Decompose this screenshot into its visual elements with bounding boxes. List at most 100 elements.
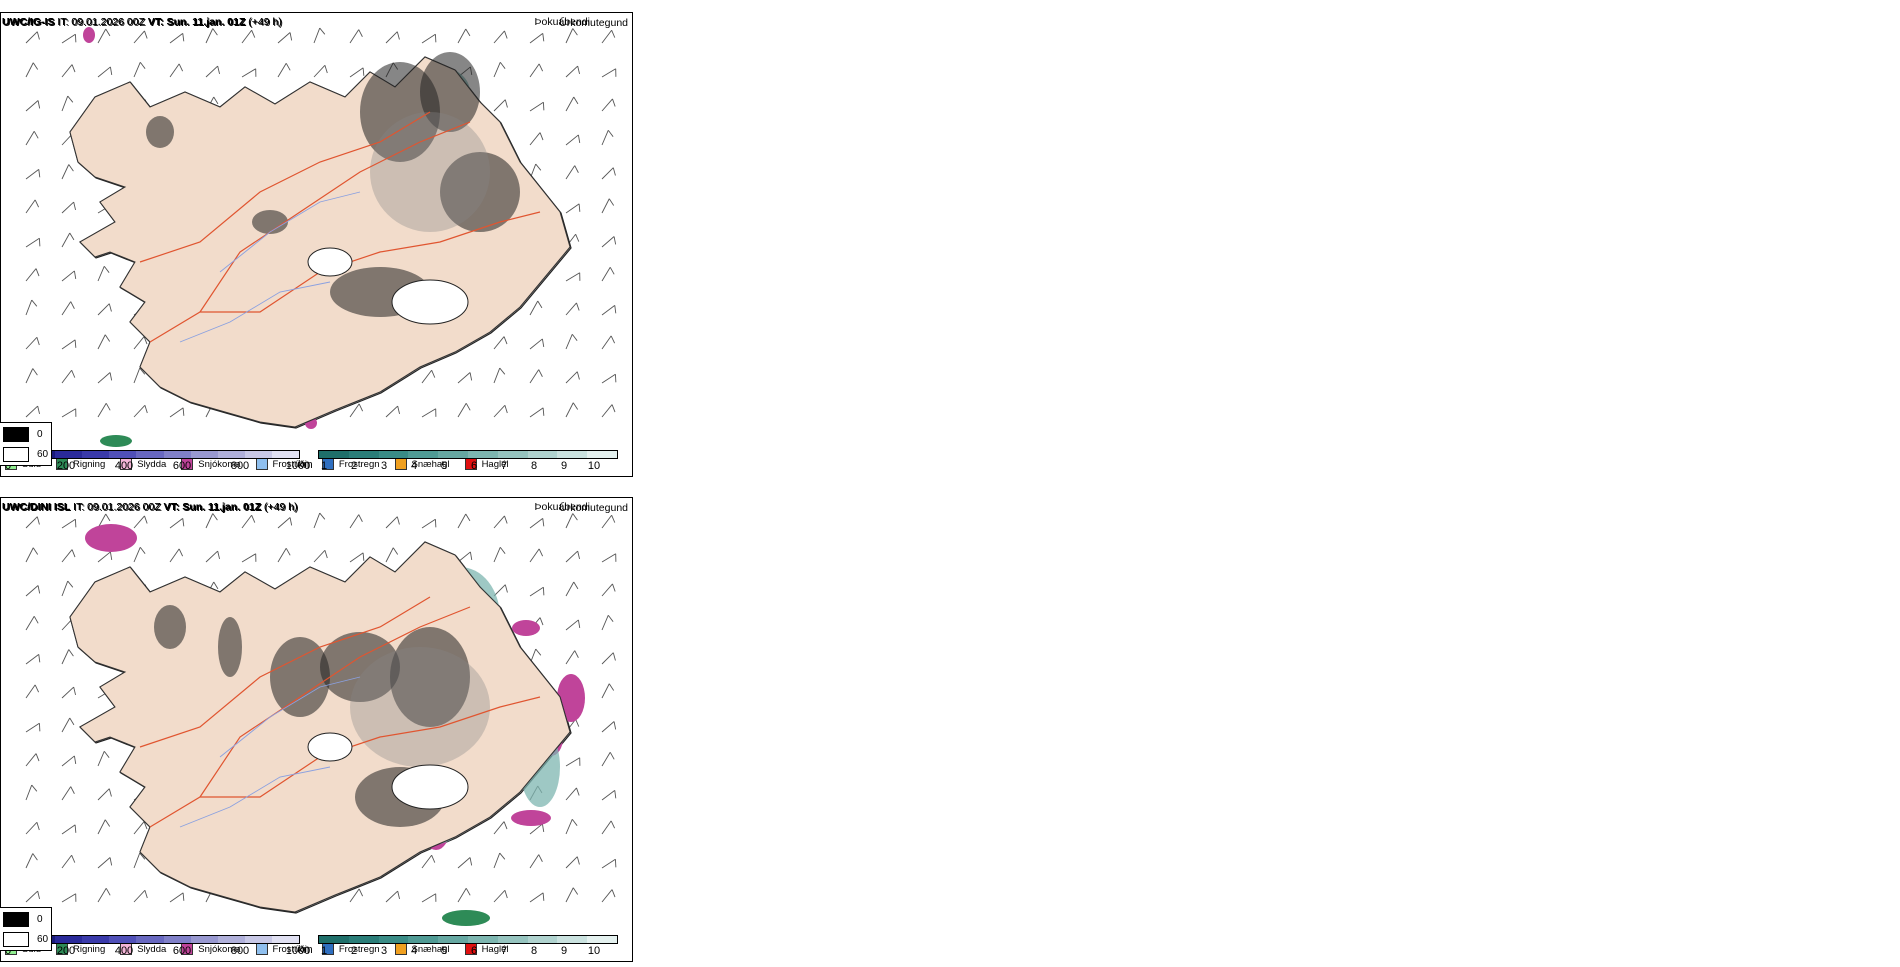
wind-barb bbox=[25, 684, 40, 699]
wind-barb bbox=[61, 755, 77, 767]
wind-barb bbox=[457, 888, 471, 903]
wind-barb bbox=[61, 549, 76, 563]
wind-barb bbox=[565, 581, 579, 597]
wind-barb bbox=[349, 29, 363, 44]
wind-barb bbox=[25, 784, 38, 801]
fog-area bbox=[320, 632, 400, 702]
wind-barb bbox=[493, 852, 506, 869]
legend-label: Snæhagl bbox=[411, 943, 450, 955]
wind-barb bbox=[529, 63, 544, 78]
wind-barb bbox=[97, 28, 111, 44]
wind-barb bbox=[385, 31, 400, 44]
wind-barb bbox=[529, 854, 543, 869]
wind-barb bbox=[493, 515, 508, 529]
legend-label: Rigning bbox=[73, 458, 106, 470]
wind-barb bbox=[529, 892, 545, 903]
fog-area bbox=[350, 647, 490, 767]
legend-label: Frostúði bbox=[272, 458, 307, 470]
fog-area bbox=[154, 605, 186, 649]
legend-label: Snjókoma bbox=[198, 458, 241, 470]
colorbar-tick: 600 bbox=[172, 460, 192, 472]
fog-area bbox=[218, 617, 242, 677]
colorbar-segment bbox=[557, 936, 588, 943]
wind-barb bbox=[61, 717, 75, 733]
colorbar-segment bbox=[467, 451, 498, 458]
wind-barb bbox=[601, 614, 614, 631]
wind-barb bbox=[25, 753, 40, 767]
wind-barb bbox=[313, 64, 328, 78]
wind-barb bbox=[61, 95, 74, 112]
fog-legend-item: 0 bbox=[3, 912, 43, 927]
legend-label: Snjókoma bbox=[198, 943, 241, 955]
colorbar-segment bbox=[319, 936, 349, 943]
wind-barb bbox=[601, 129, 614, 146]
wind-barb bbox=[601, 683, 615, 699]
fog-legend-swatch bbox=[3, 912, 29, 927]
wind-barb bbox=[349, 67, 365, 78]
wind-barb bbox=[529, 338, 545, 350]
fog-area bbox=[440, 152, 520, 232]
panel-variable-label: Úrkomutegund bbox=[559, 502, 628, 514]
colorbar-segment bbox=[438, 936, 468, 943]
fog-legend-label: 60 bbox=[37, 449, 49, 460]
colorbar-segment bbox=[587, 451, 617, 458]
wind-barb bbox=[61, 854, 76, 869]
fog-area bbox=[270, 637, 330, 717]
wind-barb bbox=[169, 33, 185, 44]
wind-barb bbox=[169, 407, 185, 418]
wind-barb bbox=[349, 514, 363, 529]
wind-barb bbox=[97, 66, 113, 78]
colorbar-segment bbox=[109, 936, 137, 943]
wind-barb bbox=[169, 548, 184, 563]
snow-area bbox=[85, 524, 137, 552]
wind-barb bbox=[241, 514, 256, 529]
wind-barb bbox=[565, 65, 580, 78]
fog-indicator-panel: Skyggni UWC/IG-IS IT: 09.01.2026 00Z VT:… bbox=[0, 12, 630, 482]
wind-barb bbox=[25, 199, 40, 214]
fog-legend-item: 60 bbox=[3, 447, 48, 462]
wind-barb bbox=[61, 518, 77, 529]
wind-barb bbox=[61, 301, 75, 316]
wind-barb bbox=[25, 616, 39, 631]
fog-legend-label: 0 bbox=[37, 429, 43, 440]
wind-barb bbox=[385, 516, 400, 529]
wind-barb bbox=[61, 786, 75, 801]
colorbar-tick: 3 bbox=[380, 460, 388, 472]
wind-barb bbox=[277, 548, 291, 563]
wind-barb bbox=[349, 888, 364, 903]
wind-barb bbox=[565, 856, 580, 869]
wind-barb bbox=[493, 584, 508, 597]
fog-legend: 0 60 bbox=[0, 907, 52, 951]
colorbar-segment bbox=[82, 451, 110, 458]
colorbar-tick: 5 bbox=[440, 460, 448, 472]
wind-barb bbox=[61, 270, 77, 282]
wind-barb bbox=[205, 28, 218, 44]
wind-barb bbox=[25, 368, 38, 384]
colorbar-segment bbox=[378, 936, 409, 943]
wind-barb bbox=[133, 30, 148, 44]
wind-barb bbox=[169, 892, 185, 903]
wind-barb bbox=[25, 654, 41, 665]
wind-barb bbox=[97, 819, 111, 835]
wind-barb bbox=[601, 553, 617, 563]
wind-barb bbox=[61, 339, 77, 350]
wind-barb bbox=[313, 27, 326, 44]
fog-legend-label: 60 bbox=[37, 934, 49, 945]
wind-barb bbox=[601, 790, 617, 801]
fog-area bbox=[370, 112, 490, 232]
legend-label: Rigning bbox=[73, 943, 106, 955]
wind-barb bbox=[97, 551, 113, 563]
wind-barb bbox=[565, 402, 579, 418]
wind-barb bbox=[61, 33, 77, 44]
colorbar-segment bbox=[348, 936, 379, 943]
colorbar-segment bbox=[408, 451, 439, 458]
wind-barb bbox=[25, 31, 40, 44]
wind-barb bbox=[565, 272, 581, 282]
wind-barb bbox=[97, 334, 111, 350]
colorbar-segment bbox=[190, 936, 218, 943]
wind-barb bbox=[277, 32, 293, 44]
wind-barb bbox=[133, 61, 146, 78]
colorbar-segment bbox=[190, 451, 218, 458]
wind-barb bbox=[241, 68, 257, 78]
wind-barb bbox=[61, 580, 74, 597]
